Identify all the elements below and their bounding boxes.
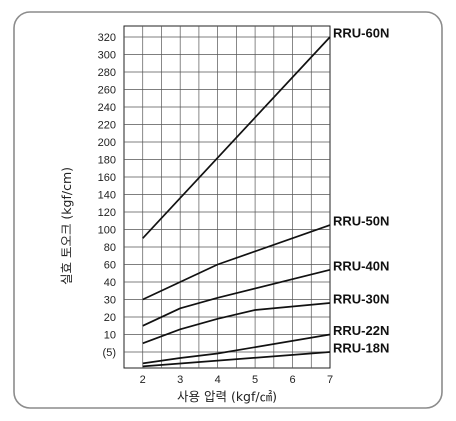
x-tick-labels: 2 3 4 5 6 7 xyxy=(140,374,333,386)
y-tick-labels: (5) 10 20 30 40 60 80 100 120 140 160 180 200 220 240 2… xyxy=(98,32,116,359)
x-tick-label: 4 xyxy=(215,374,221,386)
y-tick-label: 240 xyxy=(98,102,116,114)
x-tick-label: 2 xyxy=(140,374,146,386)
series-lines xyxy=(142,36,331,368)
series-line-rru-60n xyxy=(142,36,331,239)
series-label-rru-40n: RRU-40N xyxy=(333,258,389,273)
series-label-rru-30n: RRU-30N xyxy=(333,292,389,307)
series-labels: RRU-60N RRU-50N RRU-40N RRU-30N RRU-22N RRU-1… xyxy=(333,26,389,356)
x-tick-label: 3 xyxy=(177,374,183,386)
y-tick-label: 200 xyxy=(98,137,116,149)
y-tick-label: 10 xyxy=(104,330,116,342)
y-tick-label: 220 xyxy=(98,120,116,132)
y-tick-label: 60 xyxy=(104,260,116,272)
y-tick-label: 300 xyxy=(98,50,116,62)
series-line-rru-18n xyxy=(142,351,331,368)
y-tick-label: 260 xyxy=(98,85,116,97)
y-tick-label: 20 xyxy=(104,312,116,324)
x-tick-label: 6 xyxy=(289,374,295,386)
y-tick-label: 100 xyxy=(98,225,116,237)
x-tick-label: 5 xyxy=(252,374,258,386)
y-tick-label: 30 xyxy=(104,295,116,307)
x-axis-title: 사용 압력 (kgf/㎠) xyxy=(177,389,277,404)
y-tick-label: 120 xyxy=(98,207,116,219)
series-label-rru-50n: RRU-50N xyxy=(333,214,389,229)
y-tick-label: 180 xyxy=(98,155,116,167)
x-tick-label: 7 xyxy=(327,374,333,386)
y-tick-label: 320 xyxy=(98,32,116,44)
series-line-rru-50n xyxy=(142,224,331,301)
y-axis-title: 실효 토오크 (kgf/cm) xyxy=(59,167,74,285)
series-line-rru-22n xyxy=(142,333,331,365)
series-label-rru-18n: RRU-18N xyxy=(333,341,389,356)
series-label-rru-22n: RRU-22N xyxy=(333,323,389,338)
plot-area xyxy=(123,25,331,369)
y-tick-label: 160 xyxy=(98,172,116,184)
y-tick-label: 40 xyxy=(104,277,116,289)
y-tick-label: 280 xyxy=(98,67,116,79)
series-label-rru-60n: RRU-60N xyxy=(333,26,389,41)
y-tick-label: 80 xyxy=(104,242,116,254)
y-tick-label: 140 xyxy=(98,190,116,202)
series-line-rru-30n xyxy=(142,302,331,345)
series-line-rru-40n xyxy=(142,268,331,327)
y-tick-label: (5) xyxy=(103,347,116,359)
